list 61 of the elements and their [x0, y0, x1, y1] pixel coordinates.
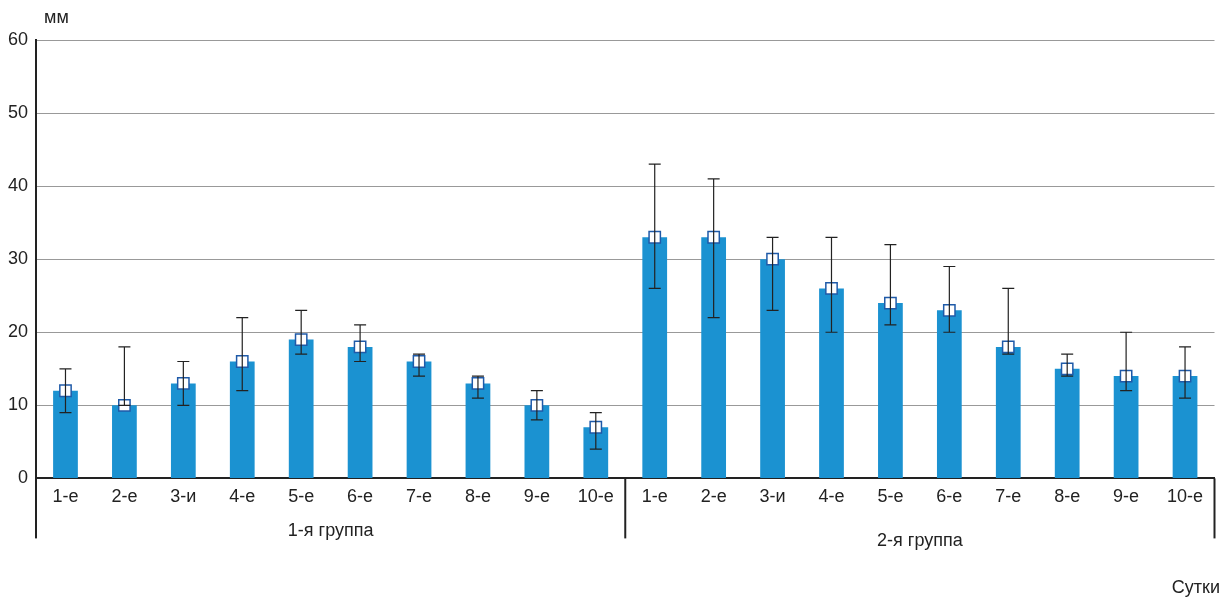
bar [701, 237, 727, 478]
text: 1-я группа [287, 520, 375, 541]
x-tick-label: 10-е [577, 486, 614, 507]
text: 2-я группа [877, 530, 964, 551]
x-tick-label: 5-е [877, 486, 904, 507]
x-tick-label: 5-е [288, 486, 315, 507]
bar [112, 405, 137, 478]
x-tick-label: 9-е [523, 486, 550, 507]
bar [524, 405, 550, 478]
bar [1172, 376, 1198, 478]
y-tick-label: 50 [7, 102, 29, 123]
bar [819, 288, 844, 478]
bar [465, 383, 491, 478]
bar [347, 346, 373, 478]
bar [406, 361, 432, 478]
bar [995, 346, 1021, 478]
bar [642, 237, 668, 478]
x-tick-label: 6-е [936, 486, 963, 507]
y-tick-label: 0 [18, 467, 29, 488]
x-tick-label: 10-е [1167, 486, 1204, 507]
point [176, 377, 190, 390]
bar [760, 259, 785, 478]
x-tick-label: 1-е [52, 486, 79, 507]
x-tick-label: 8-е [1054, 486, 1081, 507]
point [589, 420, 603, 434]
bar [1113, 376, 1139, 478]
x-tick-label: 4-е [229, 486, 256, 507]
bar [288, 339, 314, 478]
y-axis-title: мм [44, 6, 69, 27]
point [707, 230, 721, 244]
y-tick-label: 30 [7, 248, 29, 269]
x-tick-label: 2-е [700, 486, 727, 507]
y-tick-label: 10 [7, 394, 29, 415]
x-tick-label: 3-и [170, 486, 197, 507]
bar [1054, 368, 1080, 478]
point [1060, 362, 1074, 376]
y-tick-label: 40 [7, 175, 29, 196]
bar [936, 310, 962, 478]
point [294, 333, 308, 346]
point [1001, 340, 1015, 354]
x-axis-title: Сутки [1171, 576, 1220, 597]
x-tick-label: 8-е [464, 486, 491, 507]
x-tick-label: 7-е [995, 486, 1022, 507]
bar [583, 427, 609, 478]
y-tick-label: 60 [7, 28, 29, 49]
x-tick-label: 6-е [347, 486, 374, 507]
point [648, 230, 662, 244]
point [235, 355, 249, 368]
x-tick-label: 7-е [406, 486, 433, 507]
point [942, 303, 956, 317]
y-tick-label: 20 [7, 321, 29, 342]
x-tick-label: 3-и [759, 486, 786, 507]
bar [229, 361, 255, 478]
bar [53, 390, 78, 478]
x-tick-label: 2-е [111, 486, 138, 507]
x-tick-label: 4-е [818, 486, 845, 507]
bar [878, 303, 903, 478]
bar [170, 383, 196, 478]
point [766, 252, 779, 266]
x-tick-label: 9-е [1113, 486, 1140, 507]
x-tick-label: 1-е [641, 486, 668, 507]
